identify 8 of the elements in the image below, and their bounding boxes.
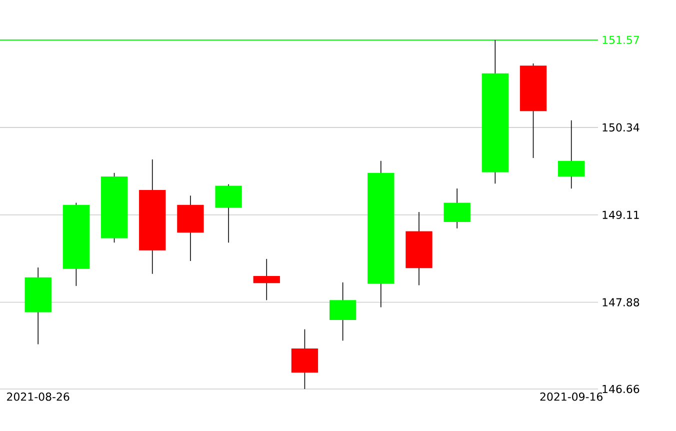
x-tick-label: 2021-08-26 xyxy=(7,392,70,401)
candlestick xyxy=(253,258,280,301)
y-tick-label: 150.34 xyxy=(602,123,640,132)
ref-line-label: 151.57 xyxy=(602,36,639,44)
y-tick-label: 149.11 xyxy=(602,210,639,219)
y-tick-label: 147.88 xyxy=(602,298,640,306)
y-tick-label: 146.66 xyxy=(602,384,640,394)
x-tick-label: 2021-09-16 xyxy=(540,392,602,401)
